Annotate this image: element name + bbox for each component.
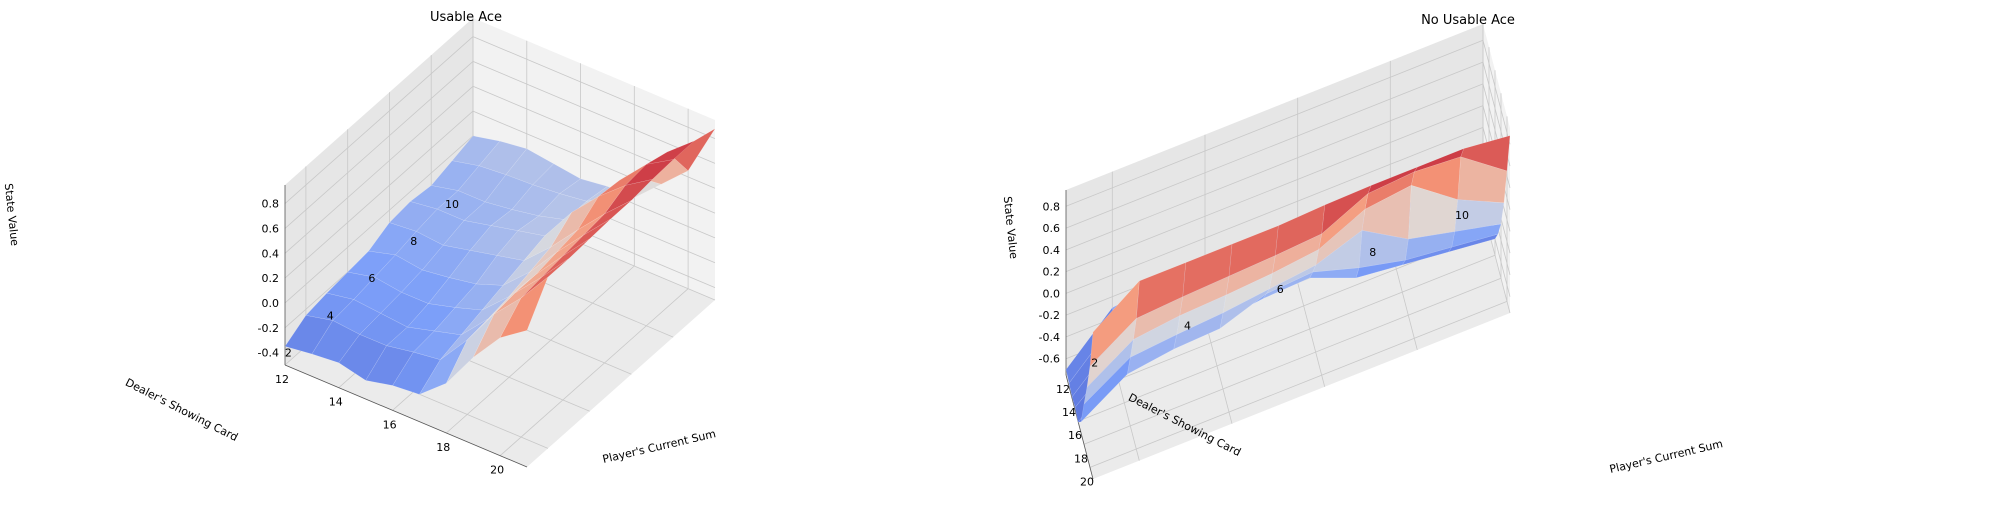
grid-line (472, 36, 716, 139)
x-axis-label: Player's Current Sum (1608, 437, 1724, 476)
grid-line (284, 86, 474, 254)
y-tick-label: 2 (285, 346, 292, 359)
grid-line (1204, 319, 1233, 424)
x-tick-label: 12 (275, 373, 289, 386)
surface-patch (624, 159, 674, 186)
grid-line (1482, 40, 1511, 145)
axis-line (284, 364, 528, 468)
z-tick-label: 0.4 (262, 247, 280, 260)
x-tick-label: 12 (1056, 383, 1070, 396)
x-axis-label: Player's Current Sum (601, 427, 717, 466)
grid-line (499, 288, 689, 456)
x-tick-label: 18 (1074, 452, 1088, 465)
z-tick-label: 0.2 (1043, 266, 1061, 279)
grid-line (284, 61, 474, 229)
grid-line (1065, 127, 1484, 294)
grid-line (284, 110, 474, 279)
y-tick-label: 4 (327, 309, 334, 322)
z-tick-label: 0.6 (262, 222, 280, 235)
z-tick-label: -0.2 (258, 322, 279, 335)
grid-line (1065, 105, 1484, 272)
grid-line (1077, 254, 1496, 422)
chart-no-usable-ace: 12 14 16 18 20 2 4 6 8 10 -0.6 -0.4 -0.2 0.0 0.2 0.4 0.6… (1001, 13, 1724, 488)
y-tick-label: 10 (1455, 209, 1469, 222)
back-pane (473, 18, 715, 300)
surface-patch (1321, 185, 1372, 235)
grid-line (1297, 282, 1326, 387)
surface-plot (284, 128, 716, 395)
surface-patch (666, 128, 716, 172)
y-tick-label: 6 (368, 272, 375, 285)
grid-line (472, 61, 716, 164)
grid-line (1089, 301, 1508, 468)
x-tick-label: 20 (490, 464, 504, 477)
surface-plot (1065, 135, 1511, 423)
z-axis-label: State Value (2, 183, 22, 247)
x-tick-label: 20 (1080, 475, 1094, 488)
z-tick-label: 0.2 (262, 272, 280, 285)
side-pane (285, 18, 473, 365)
grid-line (284, 36, 474, 204)
z-tick-label: 0.8 (1043, 200, 1061, 213)
z-axis-label: State Value (1001, 196, 1021, 260)
axis-edges (1065, 190, 1094, 480)
x-tick-label: 14 (329, 396, 343, 409)
y-axis-label: Dealer's Showing Card (123, 376, 240, 444)
z-tick-label: -0.2 (1039, 309, 1060, 322)
surface-patch (1136, 262, 1186, 319)
grid-line (1065, 39, 1484, 207)
floor-pane (1066, 209, 1510, 479)
surface-patch (646, 140, 695, 165)
tick-labels: 12 14 16 18 20 2 4 6 8 10 -0.6 -0.4 -0.2 0.0 0.2 0.4 0.6… (1039, 200, 1469, 488)
grid-line (1065, 83, 1484, 251)
z-tick-label: 0.0 (1043, 287, 1061, 300)
grid-line (472, 110, 716, 214)
z-tick-label: 0.6 (1043, 222, 1061, 235)
x-tick-label: 18 (436, 441, 450, 454)
grid-line (1083, 277, 1502, 445)
chart-title: Usable Ace (430, 10, 502, 25)
surface-patch (1228, 225, 1279, 277)
chart-title: No Usable Ace (1421, 13, 1515, 28)
y-tick-label: 8 (410, 235, 417, 248)
surface-patch (583, 200, 632, 236)
surface-patch (1089, 280, 1140, 367)
x-tick-label: 14 (1062, 406, 1076, 419)
tick-labels: 12 14 16 18 20 2 4 6 8 10 -0.4 -0.2 0.0 0.2 0.4 0.6 0.8 (258, 198, 505, 477)
axis-line (1065, 374, 1094, 480)
y-tick-label: 6 (1277, 283, 1284, 296)
surface-patch (1367, 166, 1418, 194)
z-tick-label: 0.0 (262, 297, 280, 310)
chart-usable-ace: 1214161820246810-0.4-0.20.00.20.40.60.8 … (2, 10, 717, 477)
z-tick-label: 0.4 (1043, 244, 1061, 257)
grid-line (1065, 61, 1484, 229)
grid-line (446, 265, 635, 434)
x-tick-label: 16 (383, 418, 397, 431)
z-tick-label: -0.6 (1039, 353, 1060, 366)
axis-edges (284, 185, 528, 468)
y-tick-label: 4 (1184, 320, 1191, 333)
surface-patch (541, 238, 590, 278)
z-tick-label: -0.4 (1039, 331, 1060, 344)
x-tick-label: 16 (1068, 429, 1082, 442)
z-tick-label: -0.4 (258, 347, 279, 360)
y-tick-label: 8 (1369, 246, 1376, 259)
y-tick-label: 10 (445, 198, 459, 211)
grid-line (284, 135, 474, 304)
surface-patch (499, 276, 549, 339)
z-tick-label: 0.8 (262, 198, 280, 211)
y-tick-label: 2 (1091, 357, 1098, 370)
